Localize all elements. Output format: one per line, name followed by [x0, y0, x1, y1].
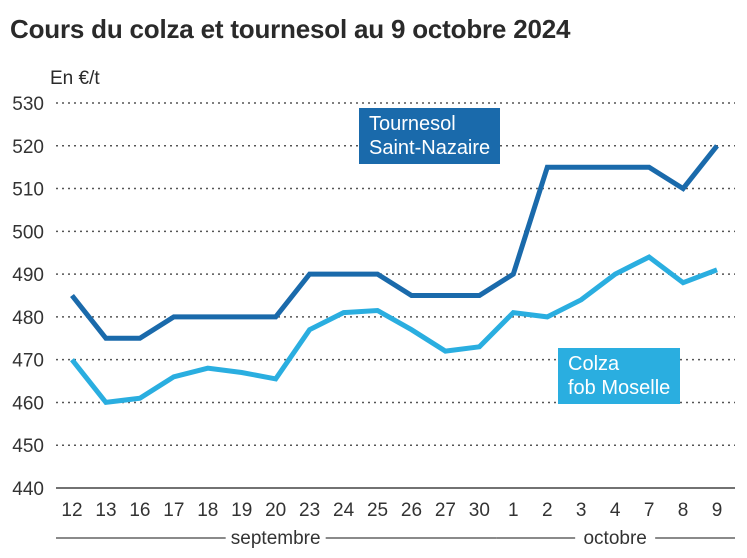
x-tick-label: 3 — [576, 500, 587, 521]
y-tick-label: 530 — [12, 94, 44, 115]
x-tick-label: 1 — [508, 500, 519, 521]
x-tick-label: 12 — [61, 500, 82, 521]
y-tick-label: 440 — [12, 479, 44, 500]
y-axis: 440 450 460 470 480 490 500 510 520 530 — [12, 94, 44, 500]
x-tick-label: 23 — [299, 500, 320, 521]
y-tick-label: 460 — [12, 393, 44, 414]
y-tick-label: 520 — [12, 137, 44, 158]
x-tick-label: 25 — [367, 500, 388, 521]
legend-label-line: fob Moselle — [568, 377, 671, 399]
x-tick-label: 30 — [469, 500, 490, 521]
x-tick-label: 27 — [435, 500, 456, 521]
y-tick-label: 480 — [12, 308, 44, 329]
y-axis-unit: En €/t — [50, 68, 100, 89]
y-tick-label: 470 — [12, 351, 44, 372]
x-tick-label: 9 — [712, 500, 723, 521]
x-tick-label: 18 — [197, 500, 218, 521]
y-tick-label: 490 — [12, 265, 44, 286]
legend-label-line: Colza — [568, 353, 620, 375]
x-tick-label: 13 — [95, 500, 116, 521]
y-tick-label: 510 — [12, 180, 44, 201]
x-tick-label: 24 — [333, 500, 355, 521]
month-label: octobre — [583, 528, 646, 549]
x-tick-label: 8 — [678, 500, 689, 521]
x-tick-label: 26 — [401, 500, 422, 521]
legend-label-tournesol: Tournesol Saint-Nazaire — [359, 108, 501, 164]
x-tick-label: 16 — [129, 500, 150, 521]
series-line — [70, 144, 719, 341]
chart-title: Cours du colza et tournesol au 9 octobre… — [10, 14, 571, 44]
x-tick-label: 20 — [265, 500, 286, 521]
series-line — [70, 254, 718, 406]
legend-label-line: Saint-Nazaire — [369, 137, 491, 159]
x-axis: 12 13 16 17 18 19 20 23 24 25 26 27 30 1 2 3 4 7 8 9 — [61, 500, 722, 521]
x-tick-label: 2 — [542, 500, 553, 521]
x-tick-label: 17 — [163, 500, 184, 521]
legend-label-line: Tournesol — [369, 113, 456, 135]
y-tick-label: 450 — [12, 436, 44, 457]
x-tick-label: 7 — [644, 500, 655, 521]
x-tick-label: 19 — [231, 500, 252, 521]
x-tick-label: 4 — [610, 500, 621, 521]
series-lines — [70, 144, 719, 406]
y-tick-label: 500 — [12, 222, 44, 243]
legend-label-colza: Colza fob Moselle — [558, 348, 681, 404]
month-label: septembre — [231, 528, 321, 549]
month-axis: septembre octobre — [56, 528, 735, 549]
